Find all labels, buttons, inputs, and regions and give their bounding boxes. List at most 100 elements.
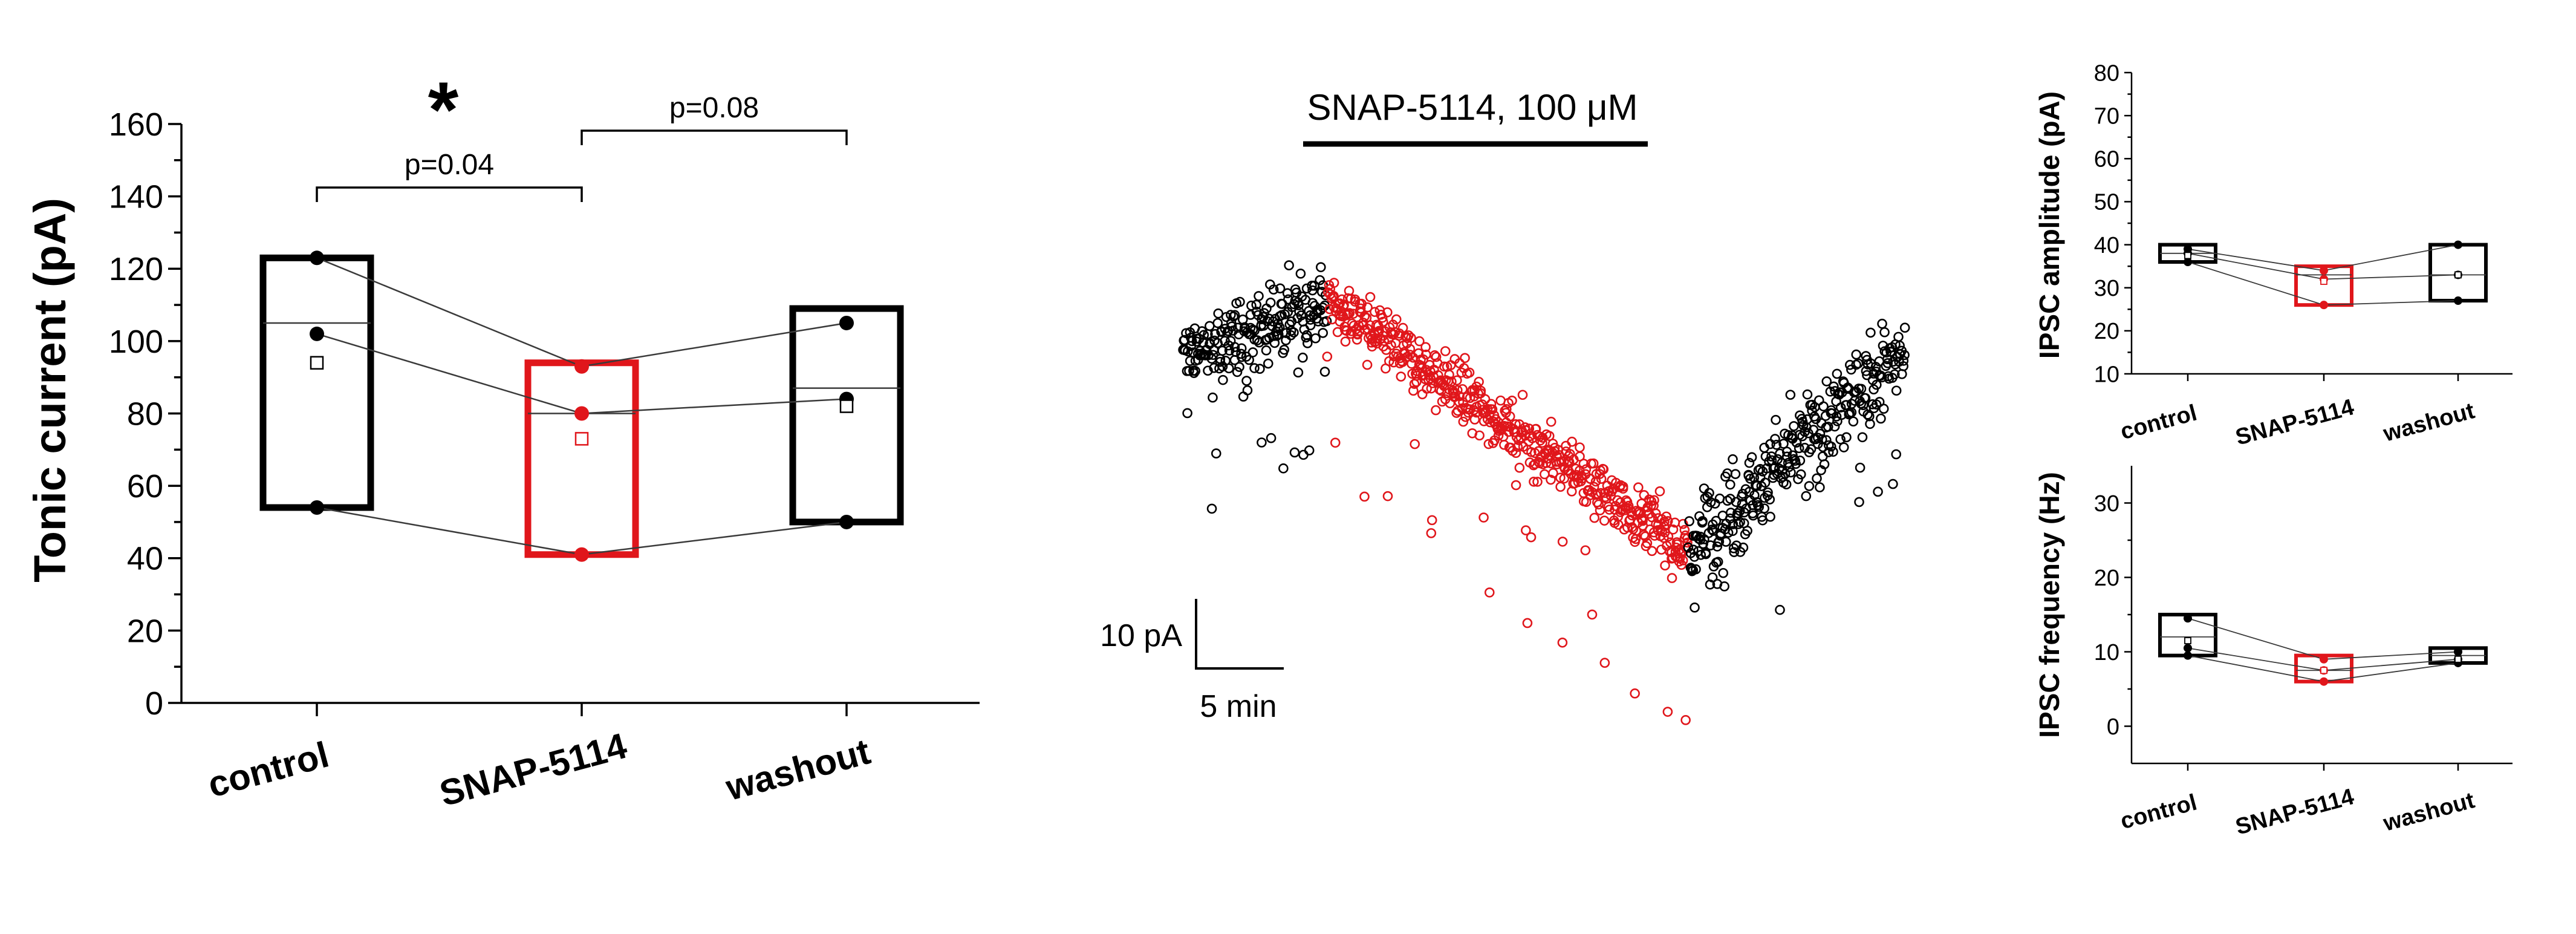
box bbox=[259, 254, 374, 511]
trace-point bbox=[1642, 538, 1653, 549]
trace-point bbox=[1365, 292, 1376, 302]
trace-point bbox=[1595, 505, 1605, 515]
data-point bbox=[839, 315, 854, 330]
trace-point bbox=[1507, 395, 1517, 406]
trace-point bbox=[1891, 385, 1902, 396]
trace-point bbox=[1686, 564, 1697, 574]
trace-point bbox=[1511, 480, 1521, 491]
trace-point bbox=[1838, 442, 1849, 452]
trace-point bbox=[1763, 487, 1773, 498]
trace-point bbox=[1263, 358, 1273, 369]
trace-point bbox=[1265, 298, 1276, 308]
trace-point bbox=[1203, 365, 1213, 376]
trace-point bbox=[1396, 371, 1407, 382]
trace-point bbox=[1742, 526, 1752, 536]
trace-point bbox=[1275, 283, 1286, 294]
trace-point bbox=[1266, 433, 1277, 443]
trace-point bbox=[1718, 567, 1729, 578]
trace-point bbox=[1785, 390, 1796, 400]
trace-point bbox=[1865, 327, 1876, 338]
data-point bbox=[310, 250, 324, 266]
data-point bbox=[2454, 240, 2462, 249]
trace-point bbox=[1654, 486, 1665, 497]
trace-point bbox=[1745, 474, 1755, 484]
trace-point bbox=[1293, 300, 1304, 310]
cell-connector bbox=[2187, 618, 2459, 660]
trace-point bbox=[1474, 376, 1484, 387]
trace-point bbox=[1581, 464, 1592, 475]
trace-point bbox=[1637, 514, 1647, 525]
trace-point bbox=[1289, 447, 1300, 458]
trace-point bbox=[1464, 367, 1475, 378]
trace-point bbox=[1440, 346, 1451, 356]
trace-point bbox=[1557, 637, 1568, 648]
trace-point bbox=[1680, 715, 1691, 725]
trace-point bbox=[1529, 476, 1539, 487]
trace-point bbox=[1682, 537, 1693, 548]
trace-point bbox=[1316, 262, 1326, 272]
trace-point bbox=[1322, 351, 1333, 362]
trace-point bbox=[1229, 310, 1240, 321]
trace-point bbox=[1599, 515, 1610, 526]
trace-point bbox=[1379, 336, 1390, 346]
trace-point bbox=[1391, 314, 1402, 325]
trace-point bbox=[1182, 408, 1192, 419]
trace-point bbox=[1777, 457, 1787, 468]
trace-point bbox=[1268, 316, 1278, 327]
trace-chart: SNAP-5114, 100 μM 10 pA 5 min bbox=[1100, 87, 1910, 725]
trace-point bbox=[1283, 294, 1293, 305]
y-tick-label: 40 bbox=[127, 541, 163, 577]
trace-point bbox=[1514, 462, 1525, 473]
trace-point bbox=[1688, 544, 1699, 555]
trace-point bbox=[1700, 549, 1711, 560]
trace-point bbox=[1224, 363, 1234, 374]
mean-marker bbox=[2454, 271, 2462, 279]
trace-point bbox=[1862, 410, 1873, 420]
y-tick-label: 20 bbox=[2094, 319, 2119, 344]
trace-point bbox=[1851, 387, 1861, 397]
trace-point bbox=[1593, 499, 1604, 510]
data-point bbox=[2454, 296, 2462, 305]
trace-point bbox=[1778, 439, 1789, 449]
y-tick-label: 70 bbox=[2094, 103, 2119, 129]
trace-point bbox=[1403, 330, 1414, 341]
trace-point bbox=[1672, 539, 1682, 549]
trace-point bbox=[1587, 609, 1598, 620]
frequency-ylabel: IPSC frequency (Hz) bbox=[2034, 472, 2065, 738]
trace-point bbox=[1877, 372, 1887, 383]
mean-marker bbox=[2320, 278, 2327, 285]
data-point bbox=[2320, 677, 2328, 686]
trace-point bbox=[1274, 322, 1285, 333]
trace-point bbox=[1677, 518, 1688, 529]
trace-point bbox=[1877, 318, 1887, 329]
data-point bbox=[574, 406, 589, 421]
trace-point bbox=[1730, 469, 1741, 479]
trace-point bbox=[1318, 328, 1329, 338]
trace-point bbox=[1738, 542, 1749, 553]
trace-point bbox=[1537, 437, 1547, 448]
trace-point bbox=[1318, 302, 1328, 313]
trace-point bbox=[1729, 547, 1739, 557]
significance-bracket bbox=[581, 129, 848, 145]
trace-point bbox=[1575, 442, 1585, 452]
trace-point bbox=[1458, 416, 1469, 427]
y-tick-label: 120 bbox=[109, 251, 163, 287]
trace-point bbox=[1284, 260, 1294, 270]
trace-point bbox=[1359, 491, 1370, 502]
trace-point bbox=[1888, 478, 1898, 489]
trace-point bbox=[1223, 340, 1234, 351]
trace-point bbox=[1326, 293, 1337, 304]
trace-point bbox=[1898, 361, 1909, 371]
trace-point bbox=[1891, 449, 1902, 460]
y-tick-label: 0 bbox=[2107, 714, 2119, 740]
trace-point bbox=[1517, 390, 1528, 400]
trace-point bbox=[1546, 474, 1556, 485]
trace-point bbox=[1580, 545, 1591, 556]
trace-point bbox=[1526, 532, 1537, 543]
trace-point bbox=[1683, 542, 1694, 553]
trace-point bbox=[1478, 512, 1489, 523]
trace-title: SNAP-5114, 100 μM bbox=[1307, 87, 1638, 128]
trace-point bbox=[1525, 431, 1535, 442]
trace-point bbox=[1732, 508, 1743, 518]
trace-point bbox=[1532, 477, 1543, 487]
